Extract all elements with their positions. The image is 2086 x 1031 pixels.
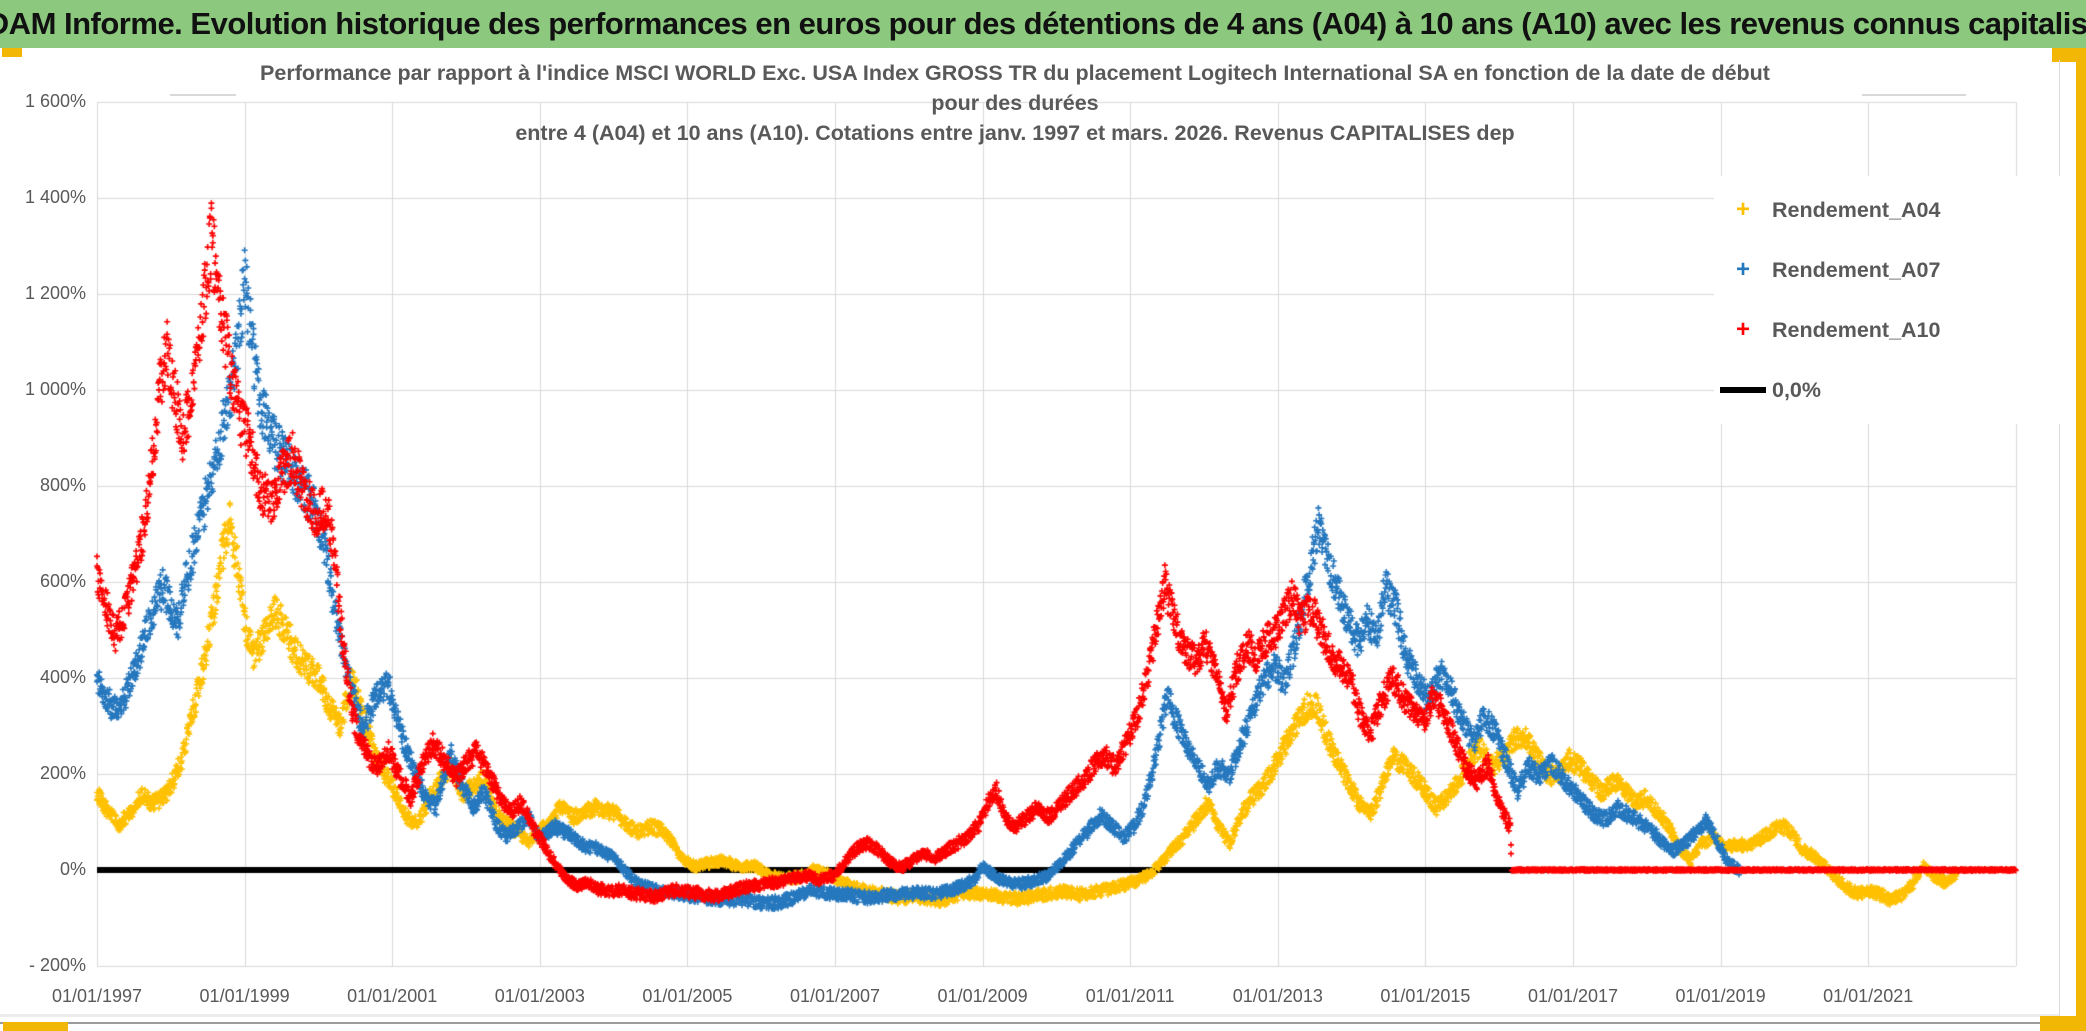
chart-title-line3: entre 4 (A04) et 10 ans (A10). Cotations… xyxy=(515,121,1515,145)
bottom-divider-line xyxy=(0,1022,2086,1024)
y-axis-tick-label: 200% xyxy=(39,763,86,783)
x-axis-tick-label: 01/01/2019 xyxy=(1675,986,1766,1006)
plus-marker-icon: + xyxy=(1735,256,1750,283)
gold-accent-bottom-left xyxy=(3,1022,68,1031)
y-axis-tick-label: 400% xyxy=(39,667,86,687)
chart-title: Performance par rapport à l'indice MSCI … xyxy=(95,58,1935,148)
x-axis-tick-label: 01/01/2001 xyxy=(347,986,438,1006)
chart-legend: + Rendement_A04 + Rendement_A07 + Rendem… xyxy=(1714,176,2060,424)
page-right-edge-line xyxy=(2059,60,2060,1016)
header-banner: ADAM Informe. Evolution historique des p… xyxy=(0,0,2086,48)
x-axis-tick-label: 01/01/2015 xyxy=(1380,986,1471,1006)
x-axis-tick-label: 01/01/2005 xyxy=(642,986,733,1006)
header-title: ADAM Informe. Evolution historique des p… xyxy=(0,6,2086,41)
legend-item-rendement-a10[interactable]: + Rendement_A10 xyxy=(1714,310,2060,350)
x-axis-tick-label: 01/01/2007 xyxy=(789,986,881,1006)
x-axis-tick-label: 01/01/2021 xyxy=(1823,986,1914,1006)
gold-border-right xyxy=(2076,48,2086,1031)
legend-label: Rendement_A07 xyxy=(1772,257,1941,282)
y-axis-tick-label: 800% xyxy=(39,475,86,495)
x-axis-tick-label: 01/01/2017 xyxy=(1527,986,1619,1006)
y-axis-tick-label: 1 000% xyxy=(24,379,86,399)
chart-title-line1: Performance par rapport à l'indice MSCI … xyxy=(260,61,1770,85)
zero-line-swatch-icon xyxy=(1720,387,1766,393)
x-axis-tick-label: 01/01/2003 xyxy=(494,986,585,1006)
plus-marker-icon: + xyxy=(1735,196,1750,223)
y-axis-tick-label: - 200% xyxy=(28,955,86,975)
gold-accent-top-left xyxy=(2,48,22,57)
y-axis-tick-label: 600% xyxy=(39,571,86,591)
y-axis-tick-label: 1 200% xyxy=(24,283,86,303)
legend-item-rendement-a07[interactable]: + Rendement_A07 xyxy=(1714,250,2060,290)
x-axis-tick-label: 01/01/2013 xyxy=(1232,986,1323,1006)
chart-title-line2: pour des durées xyxy=(931,91,1099,115)
y-axis-tick-label: 0% xyxy=(59,859,86,879)
x-axis-tick-label: 01/01/2011 xyxy=(1085,986,1175,1006)
legend-item-zero-line[interactable]: 0,0% xyxy=(1714,370,2060,410)
legend-item-rendement-a04[interactable]: + Rendement_A04 xyxy=(1714,190,2060,230)
x-axis-tick-label: 01/01/1997 xyxy=(51,986,143,1006)
legend-label: 0,0% xyxy=(1772,377,1822,402)
bottom-strip xyxy=(0,1014,2060,1017)
y-axis-tick-label: 1 600% xyxy=(24,91,86,111)
legend-label: Rendement_A04 xyxy=(1772,197,1941,222)
legend-label: Rendement_A10 xyxy=(1772,317,1941,342)
x-axis-tick-label: 01/01/2009 xyxy=(937,986,1028,1006)
x-axis-tick-label: 01/01/1999 xyxy=(199,986,290,1006)
title-flank-line-right xyxy=(1862,94,1966,96)
gold-accent-bottom-right xyxy=(2040,1016,2086,1031)
y-axis-tick-label: 1 400% xyxy=(24,187,86,207)
title-flank-line-left xyxy=(170,94,236,96)
plus-marker-icon: + xyxy=(1735,316,1750,343)
